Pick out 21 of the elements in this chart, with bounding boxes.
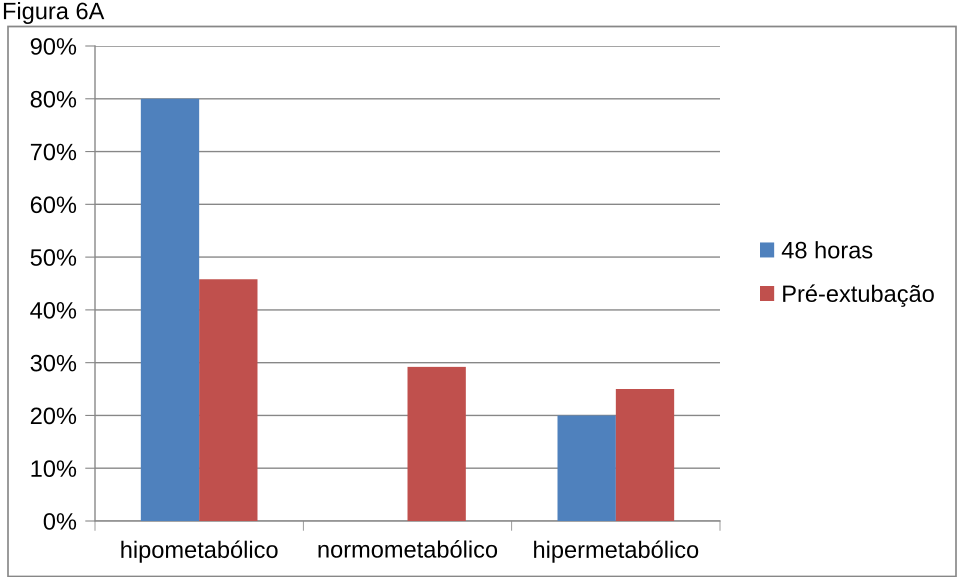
legend-label: 48 horas (782, 241, 872, 259)
y-tick-label: 20% (30, 408, 76, 424)
y-tick-label: 60% (30, 196, 76, 214)
bar (616, 389, 674, 521)
y-tick-label: 90% (30, 38, 76, 55)
x-tick-label: normometabólico (318, 540, 498, 558)
x-tick-label: hipermetabólico (534, 540, 698, 563)
y-tick-label: 50% (30, 249, 76, 266)
y-tick-label: 70% (30, 144, 76, 160)
legend-label: Pré-extubação (783, 284, 934, 307)
y-tick-label: 10% (31, 460, 76, 478)
y-tick-label: 40% (30, 302, 76, 319)
bar (408, 366, 466, 521)
y-tick-label: 30% (30, 354, 76, 372)
bar (140, 98, 200, 521)
bar (558, 415, 616, 521)
y-tick-label: 0% (44, 513, 76, 530)
x-tick-label: hipometabólico (121, 540, 278, 563)
y-tick-label: 80% (30, 90, 76, 108)
bar (199, 279, 258, 521)
chart-title: Figura 6A (4, 2, 104, 24)
